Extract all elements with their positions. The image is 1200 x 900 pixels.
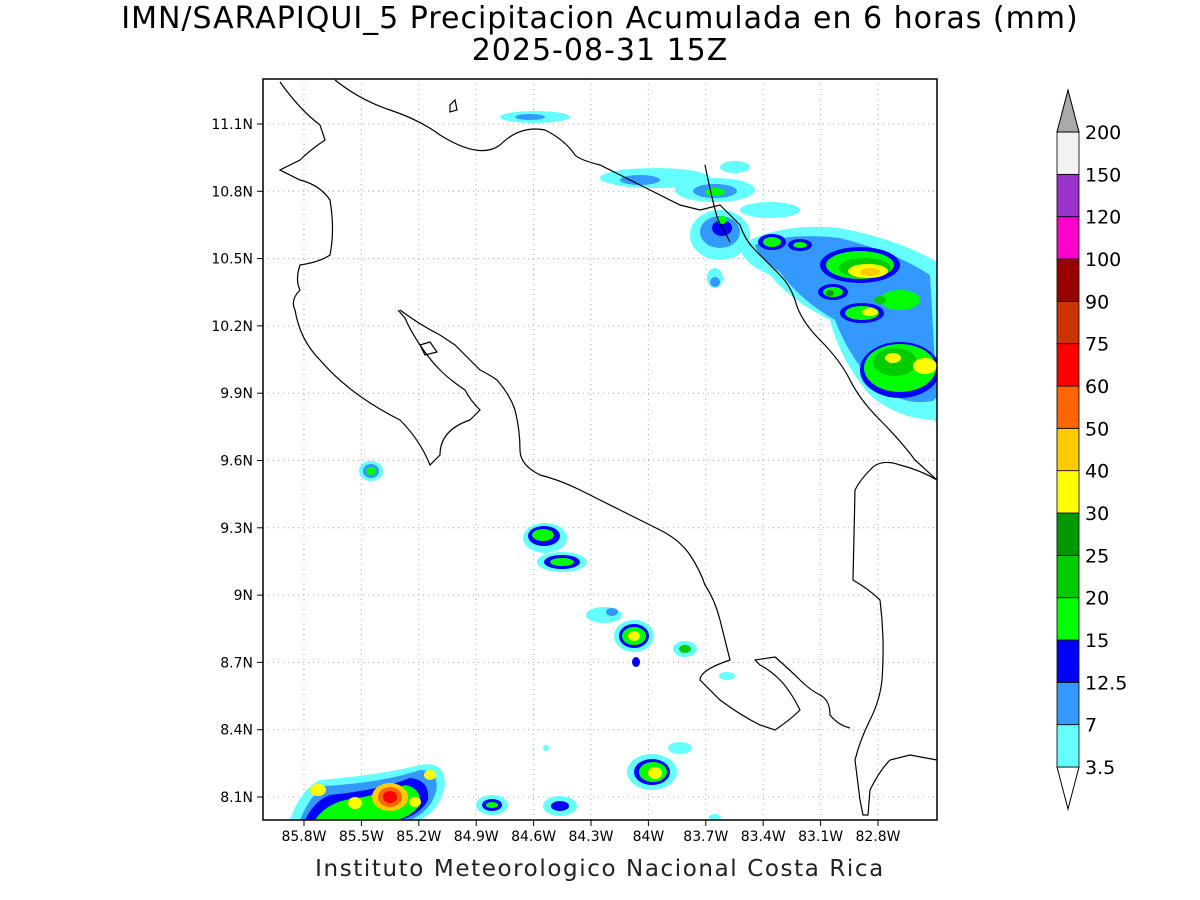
colorbar-swatch xyxy=(1056,512,1080,556)
lat-tick-label: 10.5N xyxy=(211,252,253,268)
map-timestamp: 2025-08-31 15Z xyxy=(471,33,729,68)
lon-tick-label: 85.2W xyxy=(396,829,441,845)
lat-tick-label: 9N xyxy=(234,588,253,604)
lon-tick-label: 84.6W xyxy=(511,829,556,845)
lon-tick-label: 84.9W xyxy=(454,829,499,845)
lat-tick-label: 8.1N xyxy=(220,790,253,806)
colorbar-level-label: 40 xyxy=(1085,461,1109,483)
colorbar-level-label: 100 xyxy=(1085,249,1121,271)
colorbar: 3.5 7 12.5 15 20 25 30 40 50 60 75 90 100 120 150 200 xyxy=(1056,88,1127,811)
nicaragua-border xyxy=(278,81,481,467)
lat-tick-label: 11.1N xyxy=(211,117,253,133)
colorbar-level-label: 60 xyxy=(1085,376,1109,398)
lon-tick-label: 85.5W xyxy=(339,829,384,845)
lat-tick-label: 8.7N xyxy=(220,655,253,671)
colorbar-swatch xyxy=(1056,343,1080,387)
colorbar-swatch xyxy=(1056,681,1080,726)
lat-tick-label: 9.9N xyxy=(220,386,253,402)
colorbar-level-label: 12.5 xyxy=(1085,672,1127,694)
lat-tick-label: 9.6N xyxy=(220,454,253,470)
colorbar-swatch xyxy=(1056,470,1080,514)
lat-tick-label: 10.2N xyxy=(211,319,253,335)
lon-tick-label: 83.7W xyxy=(683,829,728,845)
latitude-labels: 11.1N 10.8N 10.5N 10.2N 9.9N 9.6N 9.3N 9N 8.7N 8.… xyxy=(211,117,263,806)
lon-tick-label: 84.3W xyxy=(568,829,613,845)
colorbar-level-label: 50 xyxy=(1085,418,1109,440)
precipitation-field xyxy=(290,111,937,820)
lake-shore xyxy=(419,341,438,356)
colorbar-swatch xyxy=(1056,385,1080,429)
colorbar-level-label: 120 xyxy=(1085,207,1121,229)
colorbar-swatch xyxy=(1056,173,1080,218)
precip-cluster-caribbean xyxy=(740,226,937,422)
lon-tick-label: 83.1W xyxy=(798,829,843,845)
map-title: IMN/SARAPIQUI_5 Precipitacion Acumulada … xyxy=(121,1,1079,36)
colorbar-swatch xyxy=(1056,639,1080,683)
colorbar-min-triangle xyxy=(1056,766,1080,811)
precip-cell-nicoya xyxy=(359,461,383,481)
lat-tick-label: 9.3N xyxy=(220,521,253,537)
central-divide xyxy=(399,309,851,731)
lon-tick-label: 85.8W xyxy=(281,829,326,845)
lon-tick-label: 84W xyxy=(633,829,665,845)
colorbar-swatch xyxy=(1056,216,1080,260)
gridlines xyxy=(263,79,937,820)
colorbar-swatch xyxy=(1056,597,1080,641)
colorbar-swatch xyxy=(1056,300,1080,345)
precip-cluster-north-coast xyxy=(500,111,800,288)
colorbar-level-label: 30 xyxy=(1085,503,1109,525)
footer-credit: Instituto Meteorologico Nacional Costa R… xyxy=(315,856,885,882)
colorbar-level-label: 7 xyxy=(1085,715,1097,737)
north-border xyxy=(334,79,937,481)
colorbar-level-label: 150 xyxy=(1085,164,1121,186)
map-frame xyxy=(262,78,938,821)
san-juan-river xyxy=(704,164,731,243)
colorbar-level-label: 15 xyxy=(1085,630,1109,652)
colorbar-level-label: 200 xyxy=(1085,122,1121,144)
precip-cells-central xyxy=(523,523,735,680)
lat-tick-label: 8.4N xyxy=(220,723,253,739)
lat-tick-label: 10.8N xyxy=(211,184,253,200)
precip-cluster-pacific-south xyxy=(290,742,721,820)
colorbar-max-triangle xyxy=(1056,88,1080,133)
colorbar-swatch xyxy=(1056,258,1080,302)
colorbar-swatch xyxy=(1056,131,1080,175)
lon-tick-label: 82.8W xyxy=(855,829,900,845)
lon-tick-label: 83.4W xyxy=(741,829,786,845)
island xyxy=(449,98,458,113)
longitude-labels: 85.8W 85.5W 85.2W 84.9W 84.6W 84.3W 84W 83.7W 83… xyxy=(281,820,901,845)
colorbar-swatch xyxy=(1056,427,1080,472)
colorbar-swatch xyxy=(1056,724,1080,768)
colorbar-swatch xyxy=(1056,554,1080,599)
colorbar-level-label: 75 xyxy=(1085,334,1109,356)
colorbar-level-label: 3.5 xyxy=(1085,757,1115,779)
colorbar-level-label: 90 xyxy=(1085,291,1109,313)
coastlines xyxy=(278,79,937,816)
colorbar-level-label: 20 xyxy=(1085,588,1109,610)
colorbar-level-label: 25 xyxy=(1085,545,1109,567)
panama-border xyxy=(852,461,937,816)
